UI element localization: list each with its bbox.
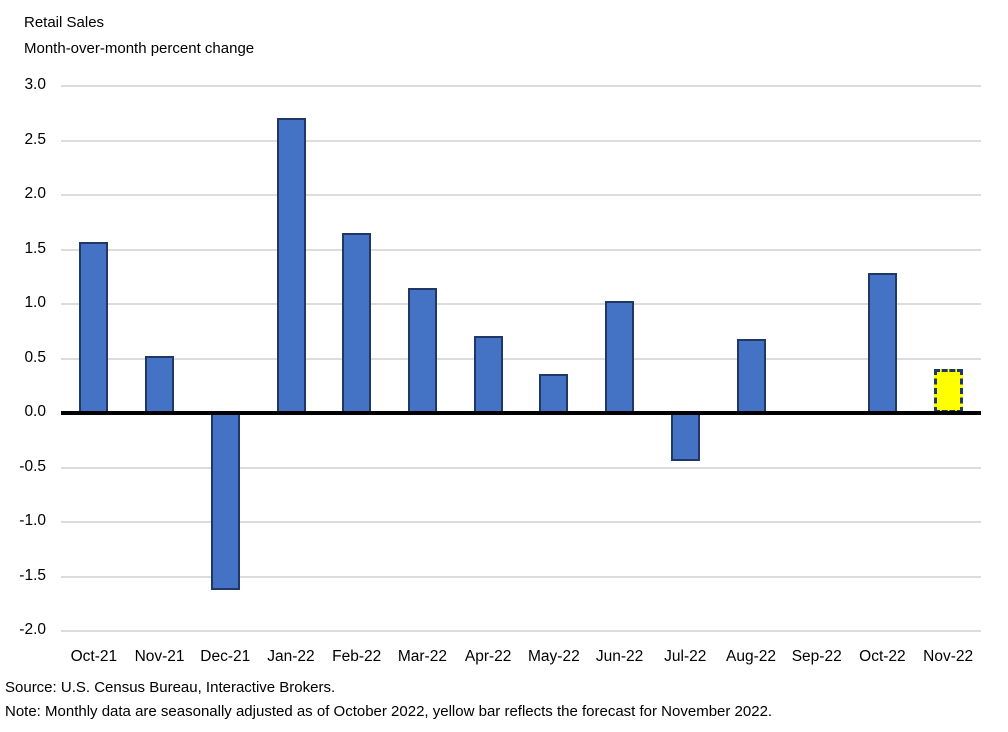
- bar-Aug-22: [736, 338, 766, 413]
- chart-title-block: Retail Sales Month-over-month percent ch…: [24, 10, 254, 62]
- bar-Jul-22: [670, 413, 700, 461]
- x-axis-tick-Mar-22: Mar-22: [397, 648, 447, 665]
- x-axis-tick-Sep-22: Sep-22: [791, 648, 842, 665]
- bar-Feb-22: [342, 233, 372, 413]
- y-axis-tick--2.0: -2.0: [19, 621, 46, 638]
- zero-axis-line: [61, 411, 981, 415]
- gridline-2.0: [61, 194, 981, 196]
- bar-Dec-21: [210, 413, 240, 590]
- x-axis-tick-Jan-22: Jan-22: [267, 648, 315, 665]
- gridline--2.0: [61, 630, 981, 632]
- gridline-3.0: [61, 85, 981, 87]
- x-axis-tick-Jul-22: Jul-22: [664, 648, 707, 665]
- chart-subtitle: Month-over-month percent change: [24, 40, 255, 57]
- gridline--1.0: [61, 521, 981, 523]
- bar-Oct-21: [79, 241, 109, 413]
- y-axis-tick-0.0: 0.0: [24, 403, 46, 420]
- x-axis-tick-Feb-22: Feb-22: [332, 648, 382, 665]
- y-axis-tick-3.0: 3.0: [24, 76, 46, 93]
- chart-title: Retail Sales: [24, 14, 105, 31]
- bar-Mar-22: [407, 287, 437, 413]
- x-axis-tick-Nov-22: Nov-22: [923, 648, 974, 665]
- x-axis-tick-Oct-22: Oct-22: [859, 648, 906, 665]
- y-axis-tick-2.5: 2.5: [24, 130, 46, 148]
- y-axis-tick-1.5: 1.5: [24, 239, 46, 257]
- x-axis-tick-Nov-21: Nov-21: [134, 648, 185, 665]
- forecast-note: Note: Monthly data are seasonally adjust…: [5, 703, 773, 720]
- y-axis-tick--1.0: -1.0: [19, 512, 46, 529]
- x-axis-tick-Oct-21: Oct-21: [70, 648, 118, 665]
- gridline-1.0: [61, 303, 981, 305]
- gridline-2.5: [61, 139, 981, 142]
- y-axis-tick-0.5: 0.5: [24, 348, 46, 366]
- source-note: Source: U.S. Census Bureau, Interactive …: [5, 679, 336, 696]
- bar-Oct-22: [867, 273, 897, 413]
- gridline-0.5: [61, 357, 981, 360]
- y-axis-tick-1.0: 1.0: [24, 294, 46, 311]
- gridline--1.5: [61, 575, 981, 578]
- x-axis-tick-Aug-22: Aug-22: [726, 648, 776, 665]
- x-axis-tick-Apr-22: Apr-22: [464, 648, 512, 665]
- y-axis-tick--1.5: -1.5: [19, 566, 46, 584]
- bar-Nov-21: [145, 356, 175, 413]
- x-axis-tick-May-22: May-22: [528, 648, 580, 665]
- bar-Apr-22: [473, 335, 503, 413]
- x-axis-tick-Jun-22: Jun-22: [595, 648, 644, 665]
- x-axis-tick-Dec-21: Dec-21: [200, 648, 251, 665]
- gridline-1.5: [61, 248, 981, 251]
- bar-Jan-22: [276, 117, 306, 413]
- bar-May-22: [539, 373, 569, 413]
- forecast-bar-Nov-22: [933, 369, 963, 413]
- y-axis-tick-2.0: 2.0: [24, 185, 46, 202]
- bar-Jun-22: [605, 300, 635, 413]
- y-axis-tick--0.5: -0.5: [19, 457, 46, 475]
- gridline--0.5: [61, 466, 981, 469]
